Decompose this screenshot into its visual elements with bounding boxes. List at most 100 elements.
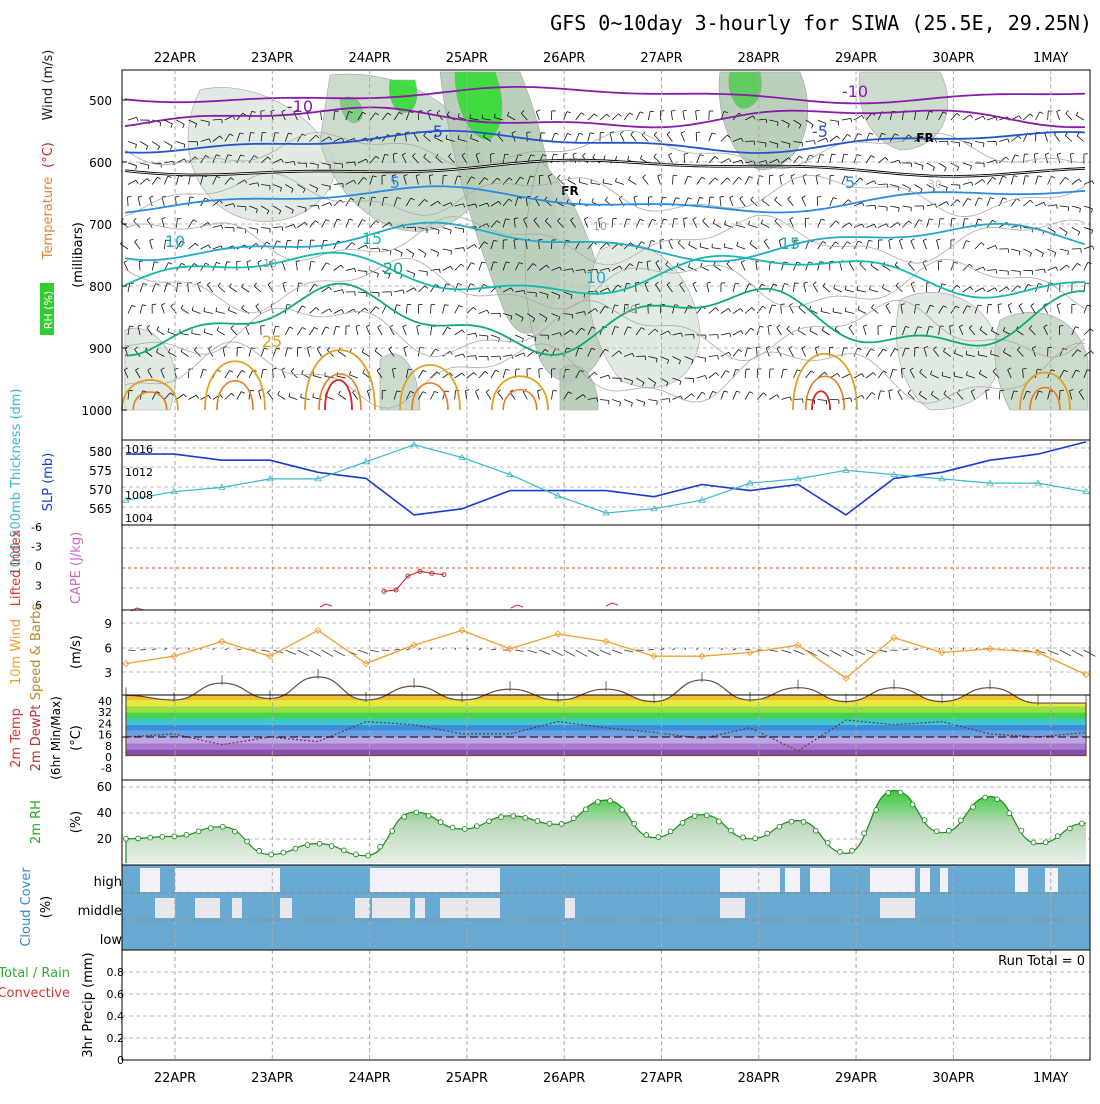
wind-ylabel-2: Speed & Barbs [29, 604, 44, 701]
wind-barb [721, 308, 728, 313]
wind-barb [673, 219, 674, 228]
wind-barb-flag [761, 220, 763, 224]
precip-tick: 0 [117, 1054, 124, 1067]
wind-barb-flag [643, 175, 646, 178]
wind-barb-flag [729, 159, 731, 162]
wind-barb-flag [259, 389, 263, 390]
wind-barb [579, 182, 588, 184]
wind-barb [939, 202, 947, 206]
wind-barb [789, 349, 794, 357]
wind-barb [975, 142, 984, 144]
wind-barb [975, 116, 983, 120]
wind-barb-flag [434, 391, 438, 392]
pressure-tick: 700 [89, 218, 112, 232]
wind-barb-flag [579, 178, 580, 182]
wind-barb-flag [816, 175, 820, 176]
slp-ylabel: SLP (mb) [41, 453, 56, 512]
wind-barb-flag [970, 166, 971, 170]
wind-barb [709, 111, 710, 120]
wind-barb-flag [834, 284, 835, 288]
wind-barb-flag [998, 304, 1002, 305]
wind-barb-flag [581, 113, 584, 115]
wind-barb [1011, 286, 1017, 292]
wind-barb-flag [713, 219, 715, 223]
wind-barb [140, 284, 143, 292]
wind-barb [254, 286, 261, 292]
wind-barb-flag [981, 243, 984, 246]
rh-marker [922, 818, 927, 823]
wind-barb-flag [482, 262, 486, 263]
surface-wind-barb [648, 649, 653, 650]
wind-barb [1072, 206, 1081, 208]
wind-barb-flag [688, 176, 692, 177]
wind-barb-flag [618, 114, 621, 117]
wind-barb-flag [349, 371, 350, 375]
wind-barb-flag [462, 330, 465, 333]
wind-barb [552, 391, 553, 400]
wind-barb-flag [847, 134, 850, 136]
wind-barb-flag [423, 370, 427, 372]
surface-wind-barb [140, 649, 146, 650]
wind-barb [999, 287, 1006, 292]
wind-barb-flag [979, 198, 983, 199]
wind-barb-flag [175, 368, 179, 369]
slp-tick: 1008 [125, 489, 153, 502]
wind-barb-flag [707, 282, 711, 283]
rh-shading [896, 292, 1000, 410]
wind-barb [370, 307, 376, 314]
wind-barb-flag [883, 349, 886, 351]
wind-barb-flag [256, 304, 259, 307]
wind-barb [963, 287, 970, 292]
wind-barb [987, 198, 990, 206]
wind-barb [1076, 115, 1084, 120]
wind-barb [1054, 134, 1059, 141]
wind-barb [317, 349, 321, 357]
wind-barb [713, 265, 720, 270]
wind-barb-flag [230, 370, 234, 372]
wind-barb-flag [209, 245, 211, 248]
wind-barb-flag [858, 133, 862, 135]
middle-cloud [355, 898, 370, 918]
wind-barb [334, 241, 338, 249]
wind-barb-flag [1092, 246, 1094, 250]
wind-barb-flag [459, 306, 463, 308]
surface-wind-barb [939, 648, 940, 650]
wind-barb [1084, 228, 1093, 231]
wind-barb [455, 354, 464, 357]
wind-barb [338, 394, 345, 399]
wind-barb [128, 163, 137, 166]
wind-barb [775, 200, 782, 206]
wind-barb-flag [1057, 110, 1061, 112]
wind-barb-flag [465, 390, 469, 391]
wind-barb [890, 349, 894, 357]
rh-marker [220, 824, 225, 829]
wind-barb [467, 263, 471, 271]
wind-barb-flag [1092, 230, 1093, 234]
wind-barb-flag [777, 325, 780, 327]
wind-barb-flag [1008, 139, 1009, 143]
wind-barb [769, 369, 770, 378]
wind-barb-flag [688, 263, 689, 267]
pressure-tick: 900 [89, 342, 112, 356]
wind-barb [745, 308, 752, 314]
wind-barb [135, 242, 141, 249]
wind-barb [733, 283, 735, 292]
wind-barb [467, 244, 475, 249]
wind-barb [1023, 176, 1025, 185]
wind-barb-flag [423, 392, 427, 394]
wind-barb-flag [992, 220, 995, 222]
wind-barb [1048, 267, 1056, 271]
wind-barb-flag [263, 369, 267, 370]
wind-barb-flag [628, 156, 629, 160]
rh-marker [886, 790, 891, 795]
wind-barb-flag [832, 154, 836, 155]
wind-barb-flag [990, 198, 994, 199]
wind-barb [259, 391, 261, 400]
wind-barb [455, 228, 464, 229]
wind-barb-flag [282, 368, 286, 370]
wind-barb [346, 219, 349, 227]
wind-barb [681, 133, 684, 141]
wind-barb [898, 392, 903, 400]
